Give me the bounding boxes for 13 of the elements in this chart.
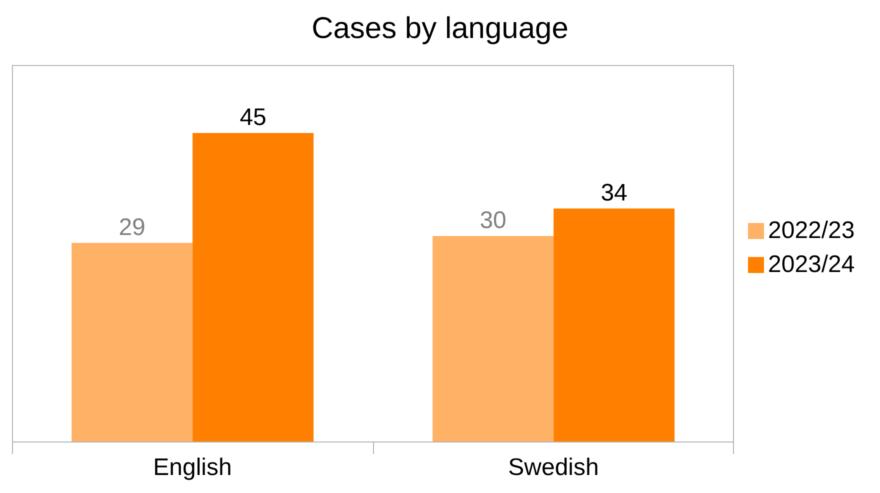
data-label: 34 xyxy=(600,180,628,207)
legend-label: 2022/23 xyxy=(768,216,855,244)
bar xyxy=(432,236,554,442)
data-label: 29 xyxy=(118,214,146,241)
bar xyxy=(554,208,675,442)
data-label: 45 xyxy=(240,104,266,131)
bar xyxy=(72,242,193,442)
x-tick-label: Swedish xyxy=(508,454,599,482)
data-label: 30 xyxy=(480,206,506,234)
x-tick-label: English xyxy=(153,454,232,482)
bar xyxy=(192,132,314,442)
chart-title: Cases by language xyxy=(310,12,570,46)
legend-label: 2023/24 xyxy=(768,250,855,278)
